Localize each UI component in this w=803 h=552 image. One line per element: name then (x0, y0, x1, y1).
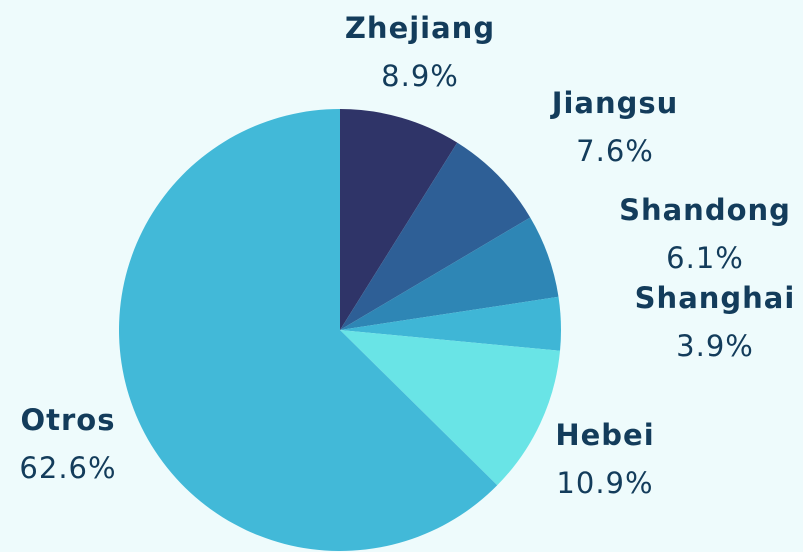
slice-label: Jiangsu (550, 86, 679, 120)
value-label: 8.9% (381, 59, 459, 93)
value-label: 10.9% (556, 466, 653, 500)
slice-label: Zhejiang (345, 11, 495, 45)
chart: Zhejiang 8.9% Jiangsu 7.6% Shandong 6.1% Shang… (0, 0, 803, 552)
value-label: 3.9% (676, 329, 754, 363)
slice-label: Shanghai (635, 281, 796, 315)
value-label: 62.6% (19, 451, 116, 485)
slice-label: Hebei (555, 418, 654, 452)
value-label: 7.6% (576, 134, 654, 168)
slice-label: Shandong (619, 193, 791, 227)
value-label: 6.1% (666, 241, 744, 275)
slice-label: Otros (20, 403, 115, 437)
